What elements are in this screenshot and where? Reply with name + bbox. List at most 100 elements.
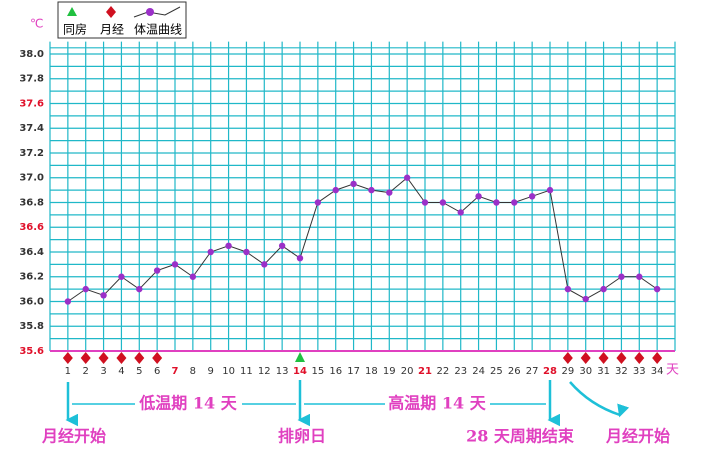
temperature-point	[350, 180, 357, 188]
temperature-point	[475, 193, 482, 200]
x-tick-label: 22	[436, 366, 449, 377]
x-tick-label: 1	[65, 366, 71, 377]
temperature-point	[546, 186, 554, 194]
temperature-point	[314, 199, 322, 206]
temperature-point	[600, 285, 607, 293]
legend-line	[133, 6, 181, 18]
x-tick-label: 2	[83, 366, 89, 377]
x-tick-label: 3	[100, 366, 106, 377]
x-tick-label: 8	[190, 366, 196, 377]
x-tick-label: 6	[154, 366, 160, 377]
temperature-point	[653, 285, 661, 293]
legend-dot	[146, 8, 154, 16]
temperature-point	[564, 285, 572, 293]
y-tick-label: 37.6	[19, 98, 44, 109]
temperature-point	[528, 193, 536, 200]
period-marker	[616, 352, 627, 364]
x-tick-label: 25	[490, 366, 503, 377]
temperature-point	[278, 242, 286, 250]
temperature-point	[582, 295, 589, 303]
temperature-point	[332, 186, 339, 194]
y-tick-label: 36.2	[19, 272, 44, 283]
x-tick-label: 34	[651, 366, 664, 377]
temperature-line	[67, 177, 658, 302]
annotation: 低温期 14 天	[138, 394, 237, 413]
temperature-point	[511, 199, 518, 206]
period-marker	[134, 352, 145, 364]
temperature-point	[493, 199, 500, 206]
period-marker	[634, 352, 645, 364]
temperature-point	[136, 285, 143, 293]
x-tick-label: 28	[543, 366, 557, 377]
period-marker	[598, 352, 609, 364]
annotation: 月经开始	[605, 427, 670, 446]
temperature-point	[118, 273, 125, 280]
temperature-point	[171, 261, 179, 268]
temperature-point	[225, 242, 232, 250]
y-tick-label: 37.2	[19, 148, 44, 159]
temperature-point	[100, 292, 107, 299]
x-tick-label: 5	[136, 366, 142, 377]
x-tick-label: 14	[293, 366, 307, 377]
temperature-point	[243, 248, 250, 256]
x-tick-label: 23	[454, 366, 467, 377]
x-tick-label: 31	[597, 366, 610, 377]
x-tick-label: 15	[311, 366, 324, 377]
annotation: 高温期 14 天	[388, 394, 486, 413]
x-tick-label: 16	[329, 366, 342, 377]
x-tick-label: 26	[508, 366, 521, 377]
y-unit: ℃	[30, 17, 43, 31]
x-tick-label: 4	[118, 366, 124, 377]
temperature-point	[636, 273, 643, 280]
temperature-point	[82, 285, 89, 293]
temperature-point	[386, 189, 393, 196]
temperature-point	[421, 199, 429, 206]
legend-diamond	[106, 6, 116, 18]
y-tick-label: 36.8	[19, 197, 44, 208]
x-tick-label: 32	[615, 366, 628, 377]
x-tick-label: 27	[526, 366, 539, 377]
temperature-point	[207, 248, 214, 256]
x-tick-label: 10	[222, 366, 235, 377]
x-tick-label: 24	[472, 366, 485, 377]
annotation: 排卵日	[278, 427, 326, 446]
x-tick-label: 19	[383, 366, 396, 377]
x-tick-label: 33	[633, 366, 646, 377]
annotation: 月经开始	[41, 427, 106, 446]
temperature-point	[64, 298, 72, 305]
period-marker	[652, 352, 663, 364]
x-tick-label: 7	[172, 366, 179, 377]
y-tick-label: 35.6	[19, 346, 44, 357]
temperature-point	[368, 186, 375, 194]
x-tick-label: 11	[240, 366, 253, 377]
annotation: 28 天周期结束	[466, 427, 575, 446]
x-tick-label: 29	[561, 366, 574, 377]
x-tick-label: 18	[365, 366, 378, 377]
x-tick-label: 20	[401, 366, 414, 377]
x-tick-label: 13	[276, 366, 289, 377]
period-marker	[580, 352, 591, 364]
period-marker	[116, 352, 127, 364]
x-tick-label: 9	[208, 366, 214, 377]
temperature-point	[189, 273, 197, 280]
temperature-point	[457, 209, 464, 216]
x-unit: 天	[666, 363, 679, 378]
temperature-point	[153, 267, 161, 274]
y-tick-label: 36.0	[19, 296, 44, 307]
y-tick-label: 36.4	[19, 247, 44, 258]
legend-triangle	[67, 7, 77, 16]
legend-label: 月经	[100, 23, 124, 37]
legend-label: 体温曲线	[134, 23, 182, 37]
temperature-point	[439, 199, 447, 206]
period-marker	[152, 352, 163, 364]
y-tick-label: 37.0	[19, 173, 44, 184]
x-tick-label: 21	[418, 366, 432, 377]
temperature-point	[618, 273, 625, 280]
period-marker	[62, 352, 73, 364]
period-marker	[562, 352, 573, 364]
temperature-point	[296, 254, 304, 262]
temperature-point	[403, 174, 411, 181]
y-tick-label: 38.0	[19, 49, 44, 60]
x-tick-label: 17	[347, 366, 360, 377]
